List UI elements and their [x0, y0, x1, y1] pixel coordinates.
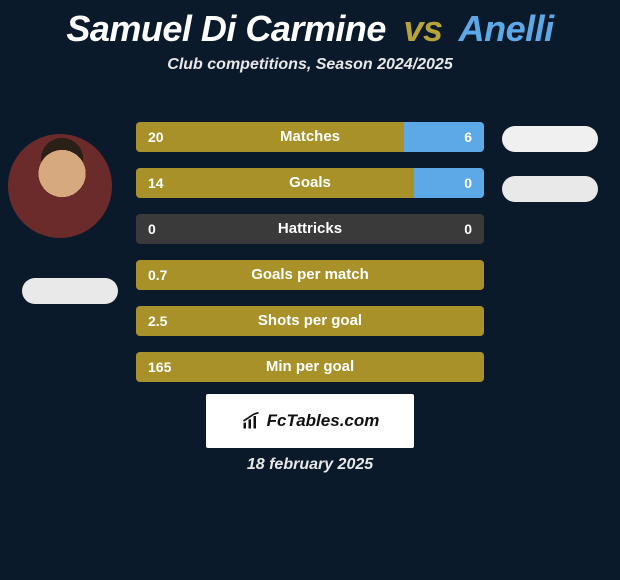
stat-row: 00Hattricks: [136, 214, 484, 244]
avatar-image: [8, 134, 112, 238]
fctables-icon: [241, 411, 261, 431]
player2-name-pill-2: [502, 176, 598, 202]
stat-row: 206Matches: [136, 122, 484, 152]
stat-row: 0.7Goals per match: [136, 260, 484, 290]
stat-label: Shots per goal: [136, 306, 484, 336]
stat-label: Hattricks: [136, 214, 484, 244]
stat-label: Goals: [136, 168, 484, 198]
stat-row: 140Goals: [136, 168, 484, 198]
stat-bars: 206Matches 140Goals 00Hattricks 0.7Goals pe…: [136, 122, 484, 398]
stat-row: 2.5Shots per goal: [136, 306, 484, 336]
subtitle: Club competitions, Season 2024/2025: [0, 56, 620, 74]
brand-text: FcTables.com: [267, 411, 380, 431]
vs-text: vs: [403, 8, 442, 49]
player2-name-pill: [502, 126, 598, 152]
stat-label: Goals per match: [136, 260, 484, 290]
comparison-title: Samuel Di Carmine vs Anelli: [0, 0, 620, 50]
player1-avatar: [8, 134, 112, 238]
player1-name-pill: [22, 278, 118, 304]
date-text: 18 february 2025: [0, 456, 620, 474]
player2-name: Anelli: [459, 8, 554, 49]
stat-label: Min per goal: [136, 352, 484, 382]
brand-box[interactable]: FcTables.com: [206, 394, 414, 448]
stat-label: Matches: [136, 122, 484, 152]
stat-row: 165Min per goal: [136, 352, 484, 382]
player1-name: Samuel Di Carmine: [66, 8, 386, 49]
